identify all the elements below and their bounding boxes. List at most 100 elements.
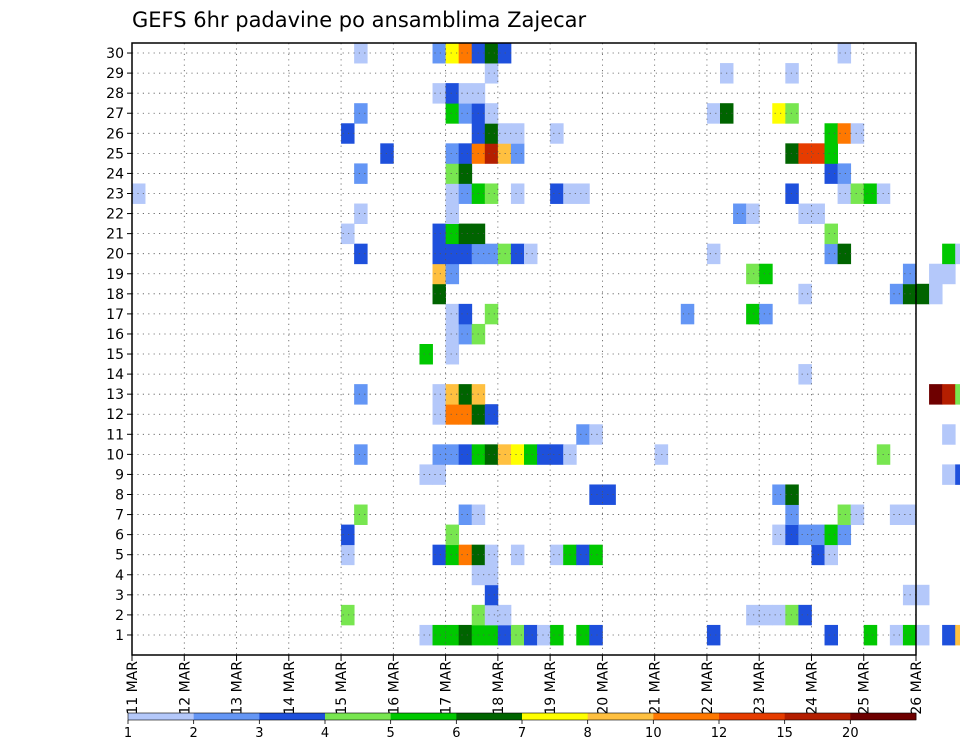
heatmap-cell: [341, 524, 355, 546]
x-tick-label: 24 MAR: [804, 661, 820, 715]
heatmap-cell: [942, 464, 956, 485]
heatmap-cell: [445, 303, 460, 325]
heatmap-cell: [772, 484, 786, 505]
heatmap-cell: [798, 364, 812, 385]
heatmap-cell: [942, 384, 956, 405]
heatmap-cell: [955, 464, 960, 485]
heatmap-cell: [458, 223, 473, 245]
heatmap-cell: [445, 163, 460, 184]
heatmap-cell: [824, 143, 838, 164]
legend-color-swatch: [850, 713, 917, 720]
legend-color-swatch: [719, 713, 786, 720]
heatmap-cell: [576, 544, 590, 566]
heatmap-cell: [942, 243, 956, 265]
heatmap-cell: [537, 624, 551, 646]
y-tick-label: 25: [106, 146, 124, 162]
heatmap-cell: [445, 444, 460, 465]
heatmap-cell: [550, 544, 564, 566]
y-tick-label: 3: [115, 588, 124, 604]
heatmap-cell: [432, 263, 446, 285]
heatmap-cell: [824, 223, 838, 245]
x-tick-label: 18 MAR: [491, 661, 507, 715]
heatmap-cell: [929, 384, 943, 405]
heatmap-cell: [759, 604, 773, 626]
legend-tick-label: 5: [387, 726, 395, 741]
heatmap-cell: [354, 103, 368, 124]
heatmap-cells: [132, 43, 960, 646]
heatmap-cell: [955, 624, 960, 646]
grid-lines: [132, 43, 916, 655]
plot-frame: [131, 42, 917, 656]
heatmap-cell: [942, 263, 956, 285]
heatmap-cell: [929, 263, 943, 285]
heatmap-cell: [798, 283, 812, 305]
heatmap-cell: [785, 484, 799, 505]
y-tick-label: 16: [106, 327, 124, 343]
y-tick-label: 15: [106, 347, 124, 363]
heatmap-cell: [458, 624, 473, 646]
y-tick-label: 2: [115, 608, 124, 624]
x-tick-label: 23 MAR: [752, 661, 768, 715]
heatmap-cell: [798, 143, 812, 164]
y-tick-label: 11: [106, 427, 124, 443]
color-legend: 1 2 3 4 5 6 7 8 10 12 15 20: [124, 712, 917, 741]
heatmap-cell: [889, 283, 904, 305]
heatmap-cell: [510, 123, 525, 144]
heatmap-cell: [602, 484, 616, 505]
heatmap-cell: [484, 624, 499, 646]
heatmap-cell: [785, 604, 799, 626]
heatmap-cell: [484, 604, 499, 626]
heatmap-cell: [484, 63, 499, 84]
heatmap-cell: [484, 123, 499, 144]
heatmap-cell: [341, 544, 355, 566]
heatmap-cell: [772, 103, 786, 124]
x-tick-label: 15 MAR: [334, 661, 350, 715]
y-tick-label: 24: [106, 166, 124, 182]
heatmap-cell: [706, 624, 721, 646]
heatmap-cell: [432, 243, 446, 265]
heatmap-cell: [889, 504, 904, 525]
legend-tick-label: 8: [584, 726, 592, 741]
heatmap-cell: [576, 624, 590, 646]
x-tick-label: 11 MAR: [125, 661, 141, 715]
legend-color-swatch: [193, 713, 260, 720]
heatmap-cell: [837, 43, 852, 64]
heatmap-cell: [458, 143, 473, 164]
legend-tick-label: 12: [711, 726, 728, 741]
heatmap-cell: [445, 83, 460, 104]
heatmap-cell: [419, 464, 433, 485]
legend-color-swatch: [522, 713, 589, 720]
heatmap-cell: [576, 424, 590, 445]
x-tick-label: 26 MAR: [909, 661, 925, 715]
heatmap-cell: [850, 504, 865, 525]
heatmap-cell: [458, 303, 473, 325]
heatmap-cell: [524, 243, 538, 265]
heatmap-cell: [458, 243, 473, 265]
heatmap-cell: [824, 544, 838, 566]
heatmap-cell: [837, 524, 852, 546]
heatmap-cell: [733, 203, 747, 224]
y-tick-label: 20: [106, 247, 124, 263]
heatmap-cell: [432, 384, 446, 405]
heatmap-cell: [955, 384, 960, 405]
heatmap-cell: [445, 243, 460, 265]
heatmap-cell: [524, 444, 538, 465]
heatmap-cell: [458, 384, 473, 405]
heatmap-cell: [458, 43, 473, 64]
chart-title: GEFS 6hr padavine po ansamblima Zajecar: [132, 8, 587, 32]
heatmap-cell: [524, 624, 538, 646]
heatmap-cell: [837, 123, 852, 144]
legend-tick-label: 6: [452, 726, 460, 741]
heatmap-cell: [484, 564, 499, 586]
heatmap-cell: [824, 163, 838, 184]
y-tick-label: 18: [106, 287, 124, 303]
heatmap-cell: [445, 223, 460, 245]
heatmap-cell: [484, 183, 499, 204]
x-axis: 11 MAR 12 MAR 13 MAR 14 MAR 15 MAR 16 MAR 17 M…: [125, 655, 925, 715]
heatmap-cell: [458, 183, 473, 204]
heatmap-cell: [510, 183, 525, 204]
heatmap-cell: [824, 123, 838, 144]
legend-color-swatch: [784, 713, 851, 720]
heatmap-cell: [341, 604, 355, 626]
heatmap-cell: [458, 323, 473, 345]
